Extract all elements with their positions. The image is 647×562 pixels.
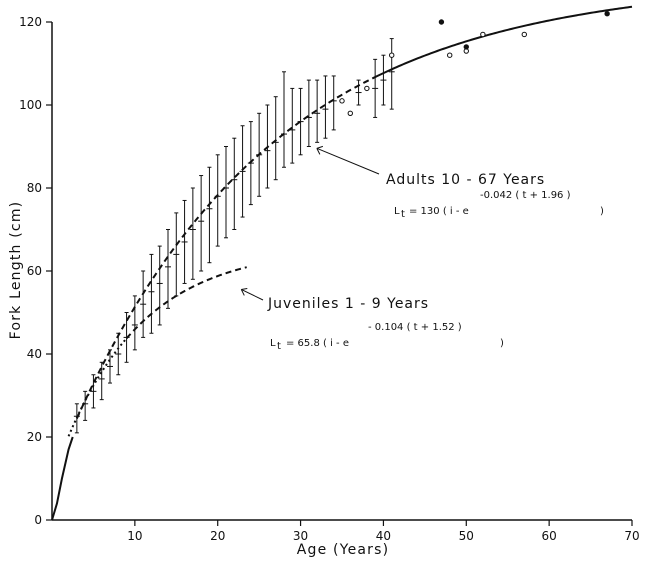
juveniles-equation-rest: = 65.8 ( i - e: [286, 338, 349, 349]
x-tick-label: 20: [210, 529, 225, 543]
x-tick-label: 60: [542, 529, 557, 543]
y-tick-label: 120: [19, 15, 42, 29]
open-circle-point: [389, 52, 395, 58]
curve-young: [51, 436, 74, 521]
fitted-curves: [51, 5, 633, 521]
curve-adults: [374, 5, 633, 78]
y-tick-label: 100: [19, 98, 42, 112]
annotations: Adults 10 - 67 Years L t = 130 ( i - e -…: [240, 145, 604, 352]
adults-annotation-title: Adults 10 - 67 Years: [386, 172, 545, 188]
filled-circle-point: [463, 44, 469, 50]
juveniles-equation-sup: - 0.104 ( t + 1.52 ): [368, 322, 462, 333]
filled-circle-point: [438, 19, 445, 25]
adults-equation-rest: = 130 ( i - e: [409, 206, 469, 217]
curve-adults_dashed: [75, 76, 376, 419]
adults-equation-sub: t: [401, 209, 405, 220]
juveniles-equation-close: ): [500, 338, 504, 349]
adults-equation-close: ): [600, 206, 604, 217]
open-circle-point: [364, 85, 370, 92]
y-tick-label: 60: [27, 264, 42, 278]
y-tick-label: 0: [34, 513, 42, 527]
open-circle-point: [480, 31, 486, 38]
y-tick-label: 80: [27, 181, 42, 195]
curve-juveniles: [125, 266, 247, 340]
juveniles-equation-main: L: [270, 338, 276, 349]
x-tick-label: 40: [376, 529, 391, 543]
juveniles-equation-sub: t: [277, 341, 281, 352]
open-circle-point: [347, 110, 353, 117]
open-circle-point: [339, 98, 345, 104]
open-circle-point: [521, 31, 527, 38]
tick-marks: 10 20 30 40 50 60 70 0 20 40 60 80 100 120: [19, 15, 640, 543]
x-tick-label: 30: [293, 529, 308, 543]
adults-equation-main: L: [394, 206, 400, 217]
open-circle-point: [447, 52, 453, 58]
x-tick-label: 70: [624, 529, 639, 543]
x-tick-label: 50: [459, 529, 474, 543]
juveniles-arrowhead: [240, 287, 248, 296]
juveniles-arrow-line: [241, 289, 264, 301]
adults-equation-sup: -0.042 ( t + 1.96 ): [480, 190, 571, 201]
adults-arrowhead: [316, 145, 324, 155]
y-tick-label: 40: [27, 347, 42, 361]
juveniles-annotation-title: Juveniles 1 - 9 Years: [267, 296, 429, 312]
filled-circle-point: [604, 11, 610, 17]
y-tick-label: 20: [27, 430, 42, 444]
y-axis-title: Fork Length (cm): [8, 201, 24, 340]
adults-arrow-line: [316, 147, 380, 175]
axes: [51, 22, 632, 521]
data-points: [73, 11, 610, 434]
x-axis-title: Age (Years): [297, 542, 390, 558]
x-tick-label: 10: [127, 529, 142, 543]
